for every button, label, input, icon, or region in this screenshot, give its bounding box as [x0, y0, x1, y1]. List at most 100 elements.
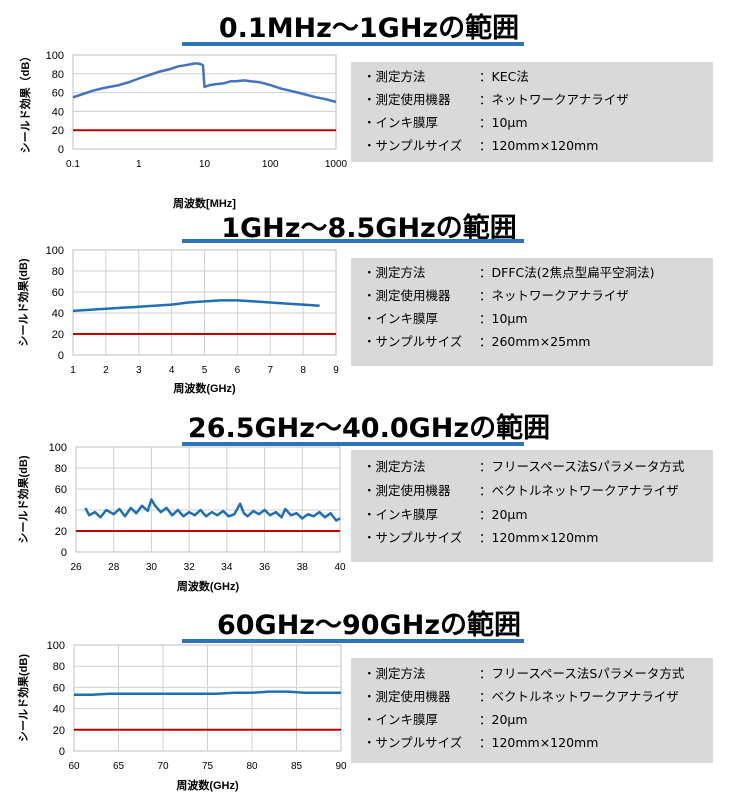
- y-tick-label: 40: [55, 505, 67, 517]
- title-underline: [182, 42, 524, 46]
- section-title: 60GHz～90GHzの範囲: [216, 610, 522, 641]
- x-tick-label: 28: [108, 562, 120, 573]
- y-tick-label: 20: [55, 526, 67, 538]
- info-label: ・測定方法: [363, 666, 426, 681]
- info-value: ：260mm×25mm: [479, 334, 591, 349]
- info-value: ：ネットワークアナライザ: [479, 288, 629, 303]
- x-tick-label: 80: [246, 761, 258, 772]
- y-tick-label: 100: [46, 245, 64, 257]
- info-label: ・測定使用機器: [363, 92, 451, 107]
- info-value: ：10μm: [479, 311, 528, 326]
- measurement-info-box: ・測定方法 ：KEC法 ・測定使用機器 ：ネットワークアナライザ ・インキ膜厚 ：10…: [351, 62, 713, 162]
- x-tick-label: 90: [335, 761, 347, 772]
- info-value: ：ベクトルネットワークアナライザ: [479, 483, 679, 498]
- x-tick-label: 3: [136, 365, 142, 376]
- title-underline: [182, 239, 524, 243]
- x-tick-label: 60: [68, 761, 80, 772]
- series-line: [74, 690, 341, 697]
- y-tick-label: 100: [46, 50, 64, 62]
- y-tick-label: 40: [52, 106, 64, 118]
- info-row-sample-size: ・サンプルサイズ ：260mm×25mm: [363, 332, 707, 352]
- section-0p1mhz-1ghz: 0.1MHz～1GHzの範囲 0 20 40 60 80 100 0.1 1 10 100 1000…: [0, 0, 738, 210]
- y-tick-label: 80: [52, 69, 64, 81]
- info-row-instrument: ・測定使用機器 ：ネットワークアナライザ: [363, 286, 707, 306]
- x-tick-label: 85: [291, 761, 303, 772]
- y-tick-label: 0: [58, 144, 64, 156]
- y-tick-label: 80: [55, 463, 67, 475]
- y-axis-label: シールド効果(dB): [16, 258, 30, 346]
- y-tick-label: 20: [52, 329, 64, 341]
- x-tick-label: 9: [333, 365, 339, 376]
- x-tick-label: 0.1: [66, 159, 80, 170]
- info-row-thickness: ・インキ膜厚 ：10μm: [363, 113, 707, 133]
- y-tick-label: 0: [61, 547, 67, 559]
- info-row-method: ・測定方法 ：フリースペース法Sパラメータ方式: [363, 457, 707, 477]
- x-tick-label: 32: [184, 562, 196, 573]
- x-axis-label: 周波数(GHz): [176, 778, 239, 792]
- x-tick-label: 75: [202, 761, 214, 772]
- info-row-sample-size: ・サンプルサイズ ：120mm×120mm: [363, 733, 707, 753]
- info-row-method: ・測定方法 ：フリースペース法Sパラメータ方式: [363, 664, 707, 684]
- info-label: ・測定使用機器: [363, 483, 451, 498]
- info-value: ：120mm×120mm: [479, 138, 599, 153]
- shielding-chart-1ghz-8p5ghz: 0 20 40 60 80 100 1 2 3 4 5 6 7 8 9 周波数(GHz) シールド効果(dB): [16, 245, 339, 395]
- info-row-method: ・測定方法 ：DFFC法(2焦点型扁平空洞法): [363, 263, 707, 283]
- y-tick-label: 60: [53, 682, 65, 694]
- info-label: ・インキ膜厚: [363, 311, 439, 326]
- series-line: [72, 62, 337, 104]
- y-tick-label: 80: [53, 661, 65, 673]
- info-label: ・サンプルサイズ: [363, 334, 463, 349]
- x-tick-label: 5: [202, 365, 208, 376]
- y-tick-label: 60: [52, 287, 64, 299]
- info-value: ：ネットワークアナライザ: [479, 92, 629, 107]
- y-tick-label: 60: [55, 484, 67, 496]
- info-row-method: ・測定方法 ：KEC法: [363, 67, 707, 87]
- section-26p5ghz-40ghz: 26.5GHz～40.0GHzの範囲 0 20 40 60 80 100 26 28 30 32 3…: [0, 410, 738, 605]
- x-tick-label: 30: [146, 562, 158, 573]
- y-tick-label: 20: [52, 125, 64, 137]
- y-tick-label: 100: [49, 442, 67, 454]
- y-tick-label: 40: [52, 308, 64, 320]
- x-tick-label: 1000: [325, 159, 348, 170]
- title-underline: [182, 442, 524, 446]
- info-label: ・測定方法: [363, 459, 426, 474]
- y-tick-label: 20: [53, 725, 65, 737]
- info-value: ：フリースペース法Sパラメータ方式: [479, 666, 685, 681]
- info-value: ：KEC法: [479, 69, 529, 84]
- section-60ghz-90ghz: 60GHz～90GHzの範囲 0 20 40 60 80 100 60 65 70 75 80 85 9…: [0, 605, 738, 800]
- x-tick-label: 10: [199, 159, 211, 170]
- title-underline: [182, 639, 524, 643]
- info-label: ・測定使用機器: [363, 689, 451, 704]
- info-row-sample-size: ・サンプルサイズ ：120mm×120mm: [363, 136, 707, 156]
- x-tick-label: 40: [334, 562, 346, 573]
- shielding-chart-60ghz-90ghz: 0 20 40 60 80 100 60 65 70 75 80 85 90 周波数(GHz) シールド効果…: [16, 640, 347, 792]
- info-value: ：DFFC法(2焦点型扁平空洞法): [479, 265, 655, 280]
- section-title: 1GHz～8.5GHzの範囲: [221, 213, 517, 244]
- x-tick-label: 1: [136, 159, 142, 170]
- info-row-instrument: ・測定使用機器 ：ベクトルネットワークアナライザ: [363, 481, 707, 501]
- shielding-chart-26p5ghz-40ghz: 0 20 40 60 80 100 26 28 30 32 34 36 38 40 周波数(GHz) シールド…: [16, 442, 346, 593]
- y-tick-label: 0: [58, 350, 64, 362]
- info-label: ・測定方法: [363, 265, 426, 280]
- info-value: ：120mm×120mm: [479, 735, 599, 750]
- info-label: ・測定使用機器: [363, 288, 451, 303]
- section-title: 26.5GHz～40.0GHzの範囲: [187, 413, 551, 444]
- info-row-instrument: ・測定使用機器 ：ベクトルネットワークアナライザ: [363, 687, 707, 707]
- y-tick-label: 100: [47, 640, 65, 652]
- y-axis-label: シールド効果(dB): [16, 455, 30, 543]
- info-label: ・サンプルサイズ: [363, 735, 463, 750]
- measurement-info-box: ・測定方法 ：DFFC法(2焦点型扁平空洞法) ・測定使用機器 ：ネットワークアナラ…: [351, 258, 713, 366]
- measurement-info-box: ・測定方法 ：フリースペース法Sパラメータ方式 ・測定使用機器 ：ベクトルネットワー…: [351, 450, 713, 562]
- y-tick-label: 80: [52, 266, 64, 278]
- x-tick-label: 1: [70, 365, 76, 376]
- info-value: ：20μm: [479, 712, 528, 727]
- info-row-instrument: ・測定使用機器 ：ネットワークアナライザ: [363, 90, 707, 110]
- y-tick-label: 60: [52, 88, 64, 100]
- series-line: [84, 498, 341, 522]
- info-label: ・インキ膜厚: [363, 115, 439, 130]
- x-tick-label: 34: [221, 562, 233, 573]
- x-axis-label: 周波数(GHz): [173, 381, 236, 395]
- x-tick-label: 6: [235, 365, 241, 376]
- x-tick-label: 2: [103, 365, 109, 376]
- info-label: ・サンプルサイズ: [363, 138, 463, 153]
